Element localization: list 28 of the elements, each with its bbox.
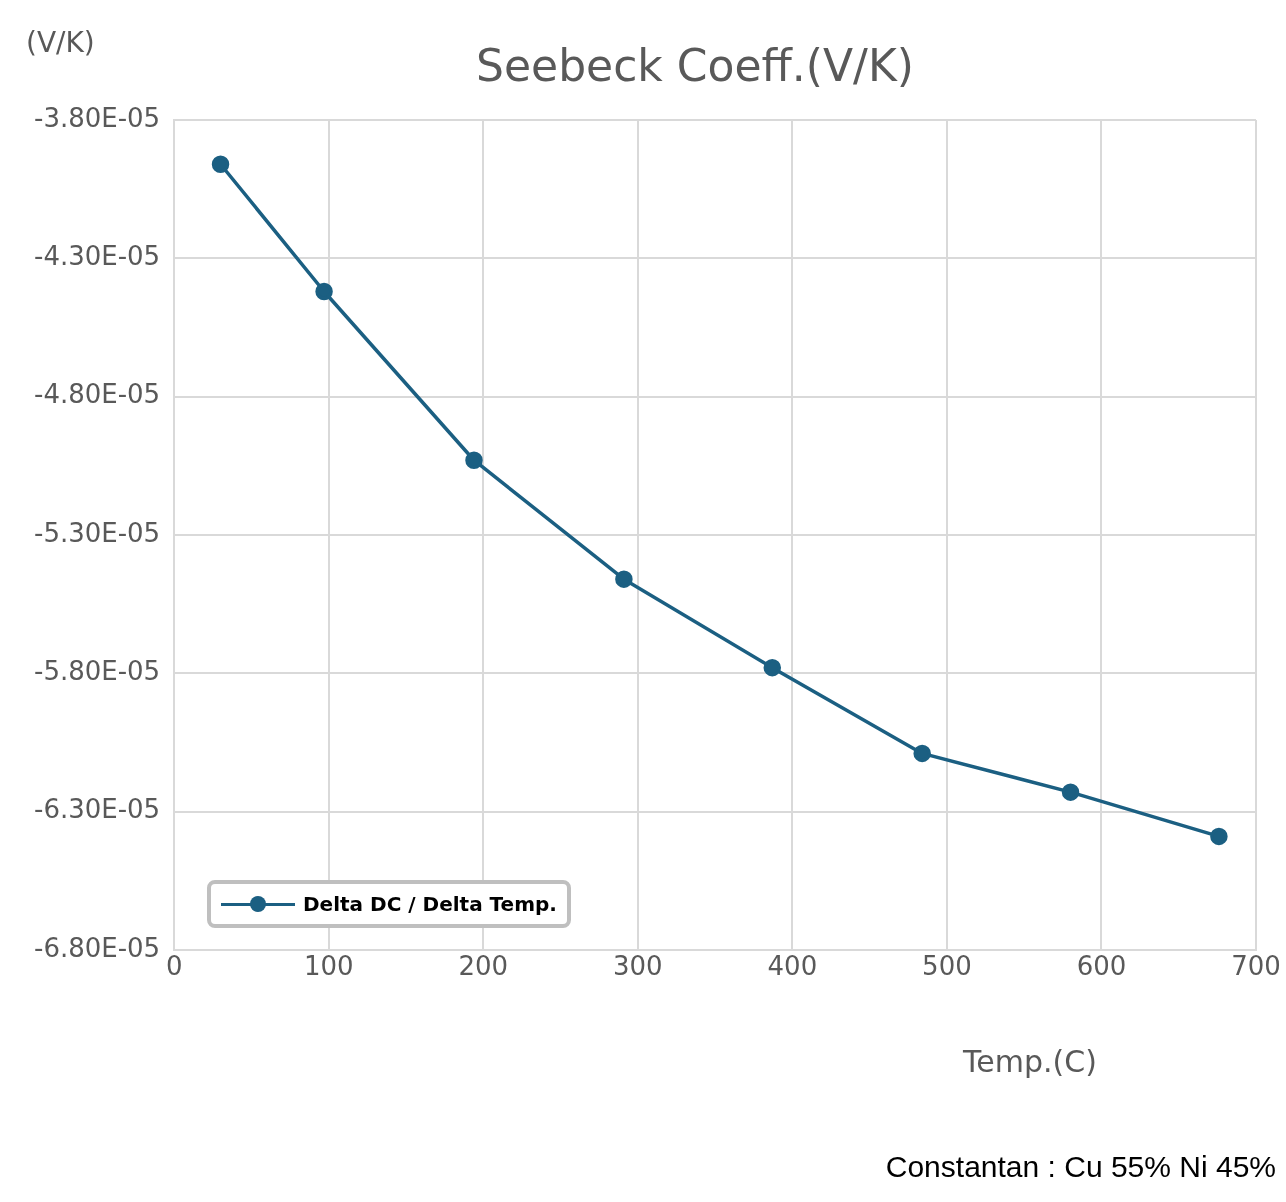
chart-title: Seebeck Coeff.(V/K) — [475, 40, 915, 91]
legend-label: Delta DC / Delta Temp. — [303, 892, 557, 916]
x-tick-label: 300 — [612, 951, 663, 982]
y-tick-label: -6.30E-05 — [33, 794, 161, 825]
point — [1210, 827, 1228, 846]
y-tick-label: -4.30E-05 — [33, 241, 161, 272]
y-axis-title: (V/K) — [26, 26, 95, 59]
point — [315, 282, 333, 301]
y-tick-label: -5.30E-05 — [33, 517, 161, 548]
x-tick-label: 100 — [303, 951, 354, 982]
y-tick-label: -6.80E-05 — [33, 932, 161, 963]
point — [211, 155, 230, 174]
text: Constantan : Cu 55% Ni 45% — [885, 1150, 1276, 1184]
y-tick-label: -5.80E-05 — [33, 655, 161, 686]
point — [763, 658, 782, 677]
x-tick-label: 200 — [458, 951, 509, 982]
point — [1061, 783, 1080, 801]
point — [913, 744, 931, 763]
y-tick-label: -3.80E-05 — [33, 102, 161, 133]
x-tick-label: 700 — [1231, 951, 1281, 982]
point — [615, 570, 633, 588]
x-tick-label: 0 — [165, 951, 183, 982]
x-tick-label: 400 — [767, 951, 818, 982]
x-axis-title: Temp.(C) — [962, 1044, 1098, 1079]
y-tick-label: -4.80E-05 — [33, 379, 161, 410]
x-tick-label: 500 — [922, 951, 972, 982]
x-tick-label: 600 — [1076, 951, 1127, 982]
point — [465, 451, 483, 469]
